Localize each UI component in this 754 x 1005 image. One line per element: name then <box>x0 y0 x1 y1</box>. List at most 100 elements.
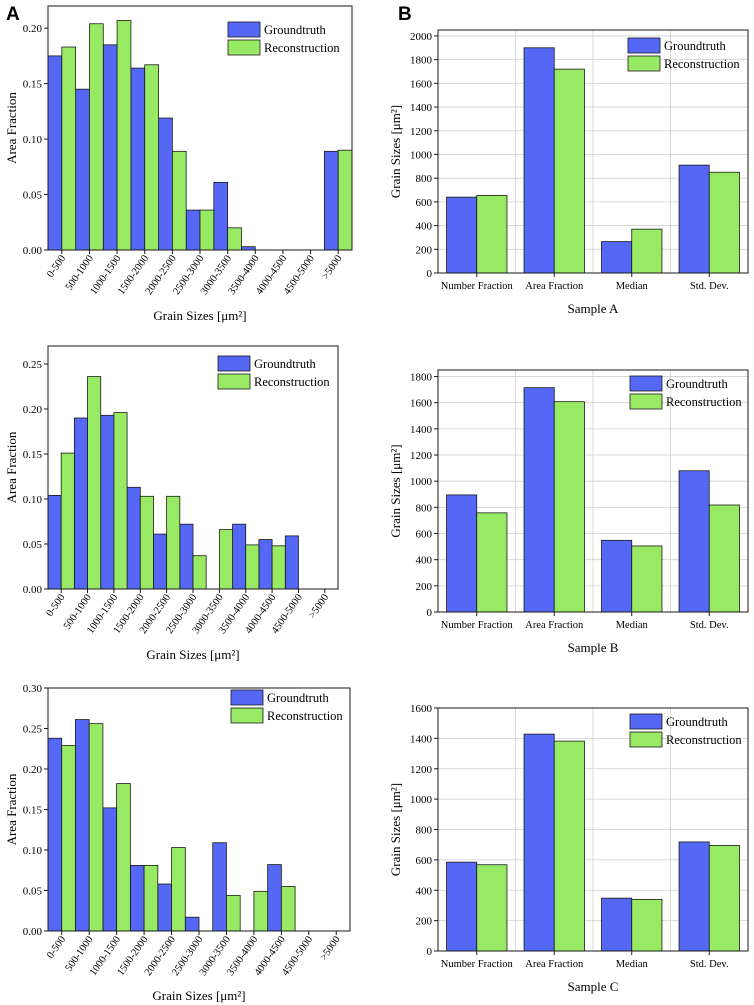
y-tick-label: 0.10 <box>23 845 43 857</box>
legend-label-groundtruth: Groundtruth <box>666 377 729 391</box>
legend-swatch-groundtruth <box>230 689 264 706</box>
y-tick-label: 1400 <box>410 102 433 114</box>
y-tick-label: 1400 <box>410 424 433 436</box>
bar-reconstruction-4 <box>171 847 186 932</box>
bar-reconstruction-1 <box>89 23 104 251</box>
bar-groundtruth-1 <box>75 719 90 932</box>
bar-reconstruction-1 <box>88 723 104 932</box>
bar-groundtruth-1 <box>75 88 90 251</box>
bar-groundtruth-5 <box>184 916 200 932</box>
y-tick-label: 1400 <box>410 733 433 745</box>
bar-reconstruction-2 <box>631 545 663 613</box>
legend-swatch-reconstruction <box>629 731 663 748</box>
bar-reconstruction-8 <box>271 545 286 590</box>
bar-groundtruth-2 <box>601 897 633 952</box>
y-axis-title: Grain Sizes [μm²] <box>388 444 403 537</box>
chart-statistics-sample-c: 0 200 400 600 800 1000 1200 1400 1600 Number Frac… <box>388 703 749 994</box>
legend-swatch-reconstruction <box>227 39 261 56</box>
bar-groundtruth-7 <box>232 523 247 590</box>
y-tick-label: 0 <box>427 268 433 280</box>
y-axis-title: Grain Sizes [μm²] <box>388 783 403 876</box>
y-tick-label: 1800 <box>410 55 433 67</box>
x-tick-label: Number Fraction <box>441 620 514 631</box>
y-tick-label: 1600 <box>410 703 433 715</box>
x-axis-title: Grain Sizes [μm²] <box>146 647 239 662</box>
legend-label-reconstruction: Reconstruction <box>666 733 742 747</box>
y-tick-label: 800 <box>416 502 433 514</box>
x-tick-label: Number Fraction <box>441 281 514 292</box>
x-axis-title: Sample C <box>568 979 619 994</box>
y-tick-label: 0 <box>427 607 433 619</box>
bar-reconstruction-8 <box>280 886 296 932</box>
bar-groundtruth-5 <box>185 209 201 251</box>
bar-reconstruction-3 <box>708 845 740 952</box>
y-tick-label: 0.15 <box>23 449 43 461</box>
panel-label-b: B <box>398 4 412 25</box>
bar-groundtruth-9 <box>284 535 299 590</box>
y-tick-label: 1800 <box>410 372 433 384</box>
y-tick-label: 0.25 <box>23 724 43 736</box>
x-tick-label: 0-500 <box>45 592 68 618</box>
bar-groundtruth-1 <box>523 47 555 274</box>
bar-reconstruction-3 <box>144 64 159 251</box>
bar-reconstruction-3 <box>708 504 740 613</box>
x-tick-label: Number Fraction <box>441 959 514 970</box>
bar-reconstruction-4 <box>166 495 181 590</box>
bar-reconstruction-5 <box>199 209 215 251</box>
x-tick-label: Std. Dev. <box>690 281 729 292</box>
bar-reconstruction-1 <box>553 68 585 274</box>
bar-reconstruction-3 <box>139 495 154 590</box>
y-tick-label: 0.15 <box>23 805 43 817</box>
y-tick-label: 1200 <box>410 450 433 462</box>
bar-groundtruth-6 <box>212 842 227 932</box>
y-tick-label: 800 <box>416 173 433 185</box>
y-tick-label: 400 <box>416 555 433 567</box>
x-tick-label: Median <box>616 281 649 292</box>
bar-reconstruction-6 <box>227 227 242 251</box>
y-tick-label: 0.00 <box>23 926 43 938</box>
y-tick-label: 0.30 <box>23 683 43 695</box>
panel-label-a: A <box>6 4 20 25</box>
bar-groundtruth-3 <box>126 486 141 590</box>
bar-reconstruction-0 <box>476 512 508 613</box>
bar-reconstruction-6 <box>218 529 233 590</box>
bar-groundtruth-3 <box>678 164 710 274</box>
y-tick-label: 2000 <box>410 31 433 43</box>
bar-reconstruction-0 <box>60 452 75 590</box>
y-axis-title: Area Fraction <box>4 773 19 845</box>
bar-groundtruth-0 <box>446 196 478 274</box>
y-tick-label: 0.00 <box>23 245 43 257</box>
x-tick-label: Std. Dev. <box>690 959 729 970</box>
legend-swatch-reconstruction <box>627 55 661 72</box>
legend-swatch-reconstruction <box>217 373 251 390</box>
bar-groundtruth-2 <box>601 241 633 274</box>
bar-groundtruth-5 <box>179 523 194 590</box>
bar-groundtruth-3 <box>130 67 146 251</box>
chart-statistics-sample-b: 0 200 400 600 800 1000 1200 1400 1600 1800 Number … <box>388 369 749 655</box>
bar-reconstruction-3 <box>708 171 740 274</box>
bar-reconstruction-1 <box>553 740 585 952</box>
bar-groundtruth-0 <box>446 861 478 952</box>
bar-reconstruction-10 <box>337 149 353 251</box>
bar-groundtruth-1 <box>523 733 555 952</box>
bar-groundtruth-1 <box>73 417 88 590</box>
legend-label-groundtruth: Groundtruth <box>666 715 729 729</box>
bar-reconstruction-2 <box>116 20 132 251</box>
legend-label-groundtruth: Groundtruth <box>264 23 327 37</box>
x-axis-title: Sample B <box>568 640 619 655</box>
x-tick-label: >5000 <box>318 934 342 962</box>
chart-distribution-sample-b: 0.000.050.100.150.200.250-500500-1000100… <box>4 345 339 662</box>
bar-groundtruth-1 <box>523 387 555 613</box>
legend-swatch-groundtruth <box>629 713 663 730</box>
y-tick-label: 1000 <box>410 149 433 161</box>
legend-swatch-reconstruction <box>230 707 264 724</box>
x-tick-label: Area Fraction <box>525 281 584 292</box>
bar-groundtruth-0 <box>47 737 63 932</box>
y-tick-label: 0.20 <box>23 23 43 35</box>
bar-reconstruction-6 <box>226 894 241 932</box>
y-tick-label: 0.15 <box>23 79 43 91</box>
legend-label-reconstruction: Reconstruction <box>254 375 330 389</box>
bar-reconstruction-3 <box>143 864 159 932</box>
bar-groundtruth-8 <box>258 539 273 590</box>
bar-groundtruth-3 <box>129 864 145 932</box>
